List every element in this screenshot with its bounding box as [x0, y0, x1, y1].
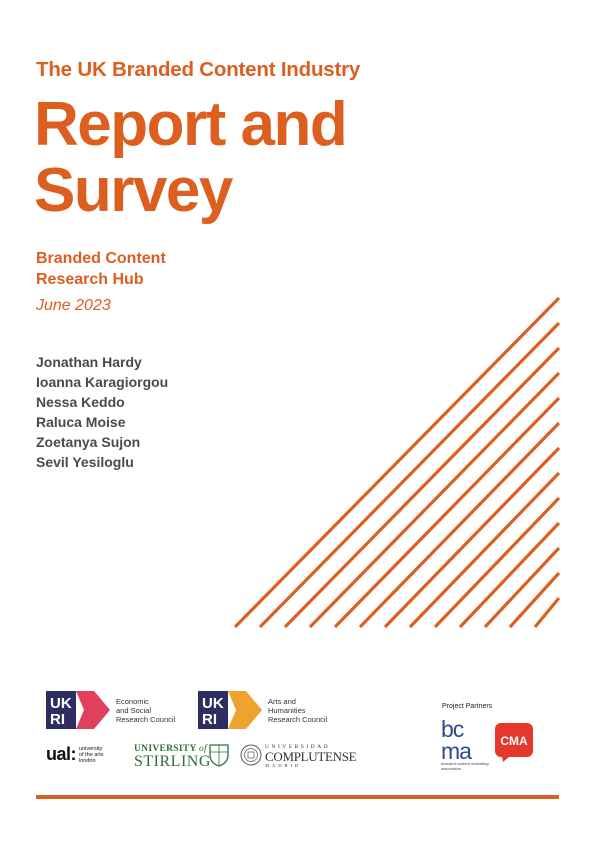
stirling-university-word: UNIVERSITY — [134, 744, 197, 754]
ual-logo-icon: ual: — [46, 744, 77, 764]
cma-logo-icon: CMA — [495, 723, 533, 762]
diagonal-stripe — [408, 471, 561, 629]
complutense-top: UNIVERSIDAD — [265, 744, 331, 750]
svg-text:RI: RI — [202, 711, 217, 728]
ual-name-line: university — [79, 745, 103, 752]
diagonal-stripe — [458, 521, 561, 629]
bcma-letters-bottom: ma — [441, 738, 472, 761]
footer-rule — [36, 795, 559, 799]
diagonal-stripe — [383, 446, 561, 629]
ual-logo: ual: university of the arts london — [46, 744, 103, 765]
diagonal-stripe — [508, 571, 561, 629]
complutense-city: MADRID — [265, 763, 302, 768]
author-name: Nessa Keddo — [36, 394, 125, 410]
esrc-name: Economic and Social Research Council — [116, 697, 175, 724]
author-name: Raluca Moise — [36, 414, 126, 430]
ual-name-line: london — [79, 757, 96, 764]
diagonal-stripe — [283, 346, 561, 629]
publication-date: June 2023 — [36, 297, 111, 314]
esrc-name-line: Economic — [116, 696, 149, 706]
diagonal-stripe — [433, 496, 561, 629]
author-list: Jonathan Hardy Ioanna Karagiorgou Nessa … — [36, 352, 168, 472]
cma-text: CMA — [500, 734, 528, 748]
report-title: Report and Survey — [34, 90, 348, 225]
diagonal-stripe — [308, 371, 561, 629]
title-line-1: Report and — [34, 90, 348, 159]
diagonal-stripe — [258, 321, 561, 629]
ahrc-logo: UK RI Arts and Humanities Research Counc… — [198, 691, 327, 729]
author-name: Ioanna Karagiorgou — [36, 374, 169, 390]
ahrc-name: Arts and Humanities Research Council — [268, 697, 327, 724]
diagonal-stripe — [483, 546, 561, 629]
ahrc-name-line: Humanities — [268, 705, 306, 715]
stirling-of-word: of — [199, 744, 207, 754]
ual-name: university of the arts london — [79, 746, 103, 764]
project-partners-label: Project Partners — [442, 703, 493, 710]
author-name: Sevil Yesiloglu — [36, 454, 134, 470]
research-hub-name: Branded Content Research Hub — [36, 248, 166, 290]
diagonal-stripe — [358, 421, 561, 629]
diagonal-stripe — [533, 596, 561, 629]
hub-line-1: Branded Content — [36, 250, 166, 267]
esrc-name-line: and Social — [116, 705, 152, 715]
ahrc-name-line: Research Council — [268, 714, 328, 724]
author-name: Jonathan Hardy — [36, 354, 142, 370]
author-name: Zoetanya Sujon — [36, 434, 141, 450]
esrc-name-line: Research Council — [116, 714, 176, 724]
ukri-logo-icon: UK RI — [46, 691, 110, 729]
hub-line-2: Research Hub — [36, 271, 144, 288]
decorative-diagonal-stripes — [233, 296, 561, 629]
esrc-logo: UK RI Economic and Social Research Counc… — [46, 691, 175, 729]
svg-text:UK: UK — [202, 695, 224, 712]
ual-name-line: of the arts — [79, 751, 104, 758]
diagonal-stripe — [233, 296, 561, 629]
bcma-caption: branded content marketing association — [441, 761, 489, 771]
title-line-2: Survey — [34, 156, 233, 225]
stirling-top: UNIVERSITY of — [134, 744, 211, 754]
svg-text:UK: UK — [50, 695, 72, 712]
complutense-seal-icon — [240, 744, 262, 766]
complutense-name: COMPLUTENSE — [265, 749, 357, 764]
diagonal-stripe — [333, 396, 561, 629]
stirling-logo: UNIVERSITY of STIRLING — [134, 744, 211, 770]
svg-text:RI: RI — [50, 711, 65, 728]
bcma-letters-top: bc — [441, 717, 464, 742]
complutense-logo: UNIVERSIDAD COMPLUTENSE MADRID — [265, 744, 357, 768]
bcma-logo-icon: bc ma — [441, 717, 473, 761]
stirling-crest-icon — [209, 744, 229, 767]
ukri-logo-icon: UK RI — [198, 691, 262, 729]
ahrc-name-line: Arts and — [268, 696, 296, 706]
report-supertitle: The UK Branded Content Industry — [36, 58, 361, 81]
stirling-name: STIRLING — [134, 753, 211, 770]
